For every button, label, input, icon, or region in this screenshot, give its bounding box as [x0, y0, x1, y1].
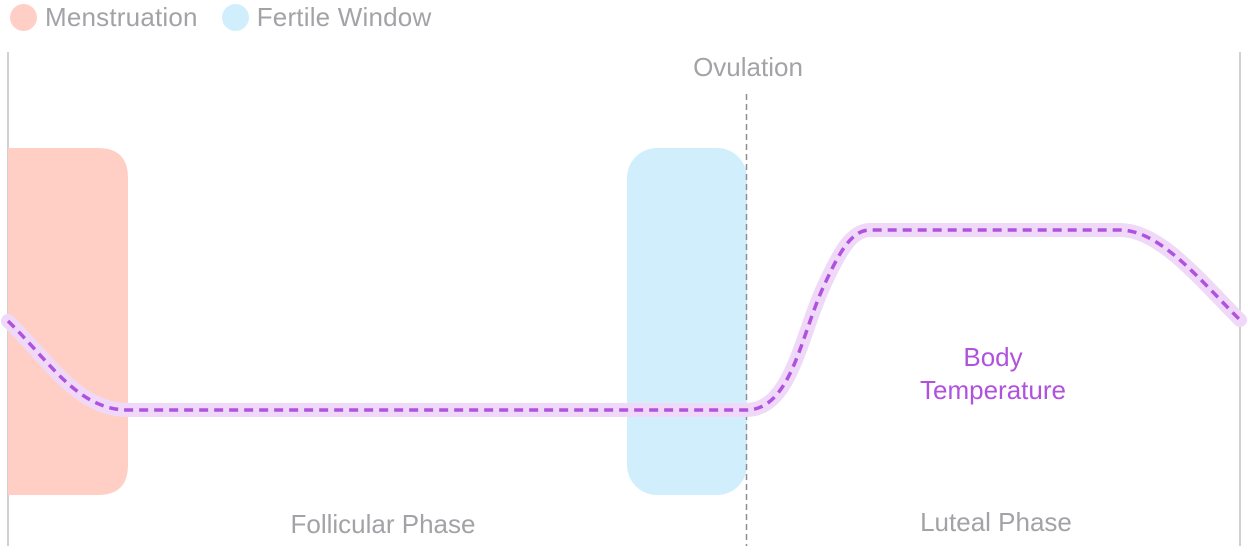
legend-label-fertile-window: Fertile Window	[256, 1, 432, 32]
menstruation-band	[8, 148, 128, 495]
legend-label-menstruation: Menstruation	[45, 1, 198, 32]
luteal-phase-label: Luteal Phase	[920, 507, 1072, 537]
legend-item-menstruation: Menstruation	[10, 2, 198, 33]
fertile-window-band	[627, 148, 747, 495]
fertile-window-dot-icon	[221, 3, 249, 31]
body-temperature-label-line1: Body	[963, 342, 1022, 372]
temperature-curve	[6, 228, 1242, 412]
follicular-phase-label: Follicular Phase	[291, 509, 476, 539]
ovulation-label: Ovulation	[693, 52, 803, 82]
legend-item-fertile-window: Fertile Window	[221, 1, 432, 33]
body-temperature-label-line2: Temperature	[920, 375, 1066, 405]
menstruation-dot-icon	[10, 3, 37, 31]
legend: Menstruation Fertile Window	[10, 0, 455, 34]
